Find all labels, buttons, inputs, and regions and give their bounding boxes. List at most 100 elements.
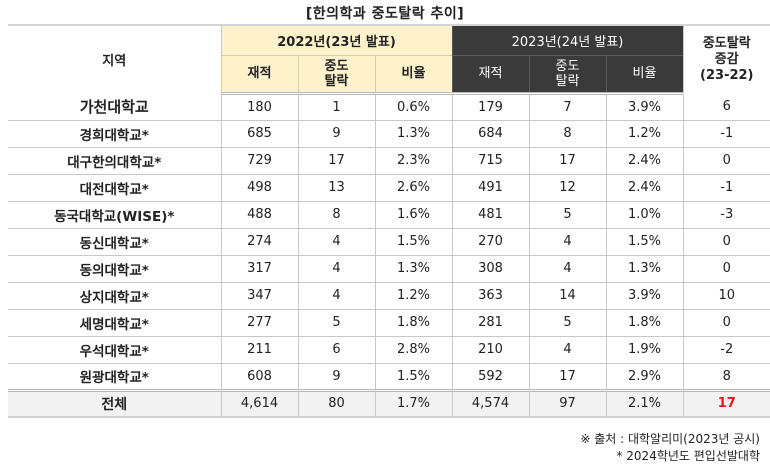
dropout-change-cell: 0 [682,228,770,256]
dropout-change-cell: 10 [682,282,770,310]
dropout-2023-cell: 4 [528,336,606,364]
asterisk-note: * 2024학년도 편입선발대학 [616,449,760,463]
ratio-2022-cell: 0.6% [374,93,452,121]
year-2022-header: 2022년(23년 발표) [220,25,452,55]
enrolled-2023-cell: 210 [451,336,529,364]
dropout-2022-cell: 9 [297,363,375,391]
table-row: 원광대학교* 608 9 1.5% 592 17 2.9% 8 [8,363,770,391]
dropout-2023-cell: 8 [528,120,606,148]
dropout-2023-cell: 4 [528,255,606,283]
total-dropout-change-cell: 17 [682,388,770,418]
ratio-2023-cell: 1.3% [605,255,684,283]
ratio-2023-cell: 1.0% [605,201,684,229]
ratio-2023-cell: 3.9% [605,282,684,310]
school-name: 대전대학교* [8,174,221,202]
school-name: 경희대학교* [8,120,221,148]
table-row: 상지대학교* 347 4 1.2% 363 14 3.9% 10 [8,282,770,310]
dropout-2023-cell: 14 [528,282,606,310]
dropout-2023-cell: 17 [528,363,606,391]
total-ratio-2022-cell: 1.7% [374,388,452,418]
enrolled-2023-cell: 179 [451,93,529,121]
ratio-2023-cell: 1.5% [605,228,684,256]
dropout-2022-header: 중도 탈락 [297,54,375,95]
region-header: 지역 [8,24,221,93]
total-label: 전체 [8,388,221,418]
dropout-trend-table: 지역 2022년(23년 발표) 2023년(24년 발표) 중도탈락 증감 (… [8,24,770,418]
ratio-2022-cell: 1.3% [374,120,452,148]
table-row: 대전대학교* 498 13 2.6% 491 12 2.4% -1 [8,174,770,202]
ratio-2023-cell: 2.4% [605,147,684,175]
ratio-2023-cell: 3.9% [605,93,684,121]
enrolled-2023-cell: 270 [451,228,529,256]
enrolled-2023-cell: 491 [451,174,529,202]
source-note: ※ 출처 : 대학알리미(2023년 공시) [580,432,760,446]
ratio-2022-cell: 1.6% [374,201,452,229]
ratio-2023-cell: 1.2% [605,120,684,148]
ratio-2023-cell: 1.8% [605,309,684,337]
dropout-2022-cell: 4 [297,282,375,310]
dropout-change-cell: -1 [682,174,770,202]
dropout-change-cell: 6 [682,93,770,121]
enrolled-2022-cell: 211 [220,336,298,364]
enrolled-2023-header: 재적 [451,54,529,95]
dropout-2022-cell: 8 [297,201,375,229]
ratio-2022-cell: 2.6% [374,174,452,202]
total-ratio-2023-cell: 2.1% [605,388,684,418]
enrolled-2022-cell: 274 [220,228,298,256]
enrolled-2023-cell: 715 [451,147,529,175]
dropout-2023-cell: 17 [528,147,606,175]
enrolled-2022-cell: 498 [220,174,298,202]
enrolled-2022-cell: 180 [220,93,298,121]
school-name: 원광대학교* [8,363,221,391]
dropout-change-cell: 0 [682,309,770,337]
dropout-change-cell: 0 [682,147,770,175]
table-row: 우석대학교* 211 6 2.8% 210 4 1.9% -2 [8,336,770,364]
school-name: 우석대학교* [8,336,221,364]
ratio-2022-cell: 1.3% [374,255,452,283]
dropout-2023-cell: 12 [528,174,606,202]
school-name: 동신대학교* [8,228,221,256]
table-row: 가천대학교 180 1 0.6% 179 7 3.9% 6 [8,93,770,121]
total-dropout-2023-cell: 97 [528,388,606,418]
ratio-2022-cell: 2.3% [374,147,452,175]
table-row: 동신대학교* 274 4 1.5% 270 4 1.5% 0 [8,228,770,256]
dropout-change-cell: 8 [682,363,770,391]
school-name: 세명대학교* [8,309,221,337]
dropout-2023-header: 중도 탈락 [528,54,606,95]
enrolled-2022-cell: 608 [220,363,298,391]
total-enrolled-2022-cell: 4,614 [220,388,298,418]
school-name: 대구한의대학교* [8,147,221,175]
ratio-2023-cell: 2.9% [605,363,684,391]
table-title: [한의학과 중도탈락 추이] [305,6,465,22]
ratio-2022-cell: 1.5% [374,363,452,391]
enrolled-2022-cell: 347 [220,282,298,310]
ratio-2022-cell: 1.2% [374,282,452,310]
dropout-2023-cell: 7 [528,93,606,121]
dropout-change-cell: -2 [682,336,770,364]
dropout-2022-cell: 4 [297,255,375,283]
enrolled-2022-cell: 488 [220,201,298,229]
ratio-2022-cell: 1.8% [374,309,452,337]
ratio-2023-cell: 1.9% [605,336,684,364]
change-header: 중도탈락 증감 (23-22) [682,24,770,93]
table-row: 세명대학교* 277 5 1.8% 281 5 1.8% 0 [8,309,770,337]
enrolled-2022-cell: 729 [220,147,298,175]
enrolled-2022-cell: 317 [220,255,298,283]
dropout-change-cell: 0 [682,255,770,283]
enrolled-2023-cell: 592 [451,363,529,391]
school-name: 상지대학교* [8,282,221,310]
dropout-2023-cell: 4 [528,228,606,256]
table-row: 동국대학교(WISE)* 488 8 1.6% 481 5 1.0% -3 [8,201,770,229]
dropout-2022-cell: 5 [297,309,375,337]
total-dropout-2022-cell: 80 [297,388,375,418]
table-row: 동의대학교* 317 4 1.3% 308 4 1.3% 0 [8,255,770,283]
enrolled-2022-cell: 685 [220,120,298,148]
total-enrolled-2023-cell: 4,574 [451,388,529,418]
dropout-2022-cell: 1 [297,93,375,121]
school-name: 가천대학교 [8,93,221,121]
enrolled-2023-cell: 481 [451,201,529,229]
ratio-2023-header: 비율 [605,54,684,95]
ratio-2022-cell: 2.8% [374,336,452,364]
enrolled-2022-cell: 277 [220,309,298,337]
school-name: 동의대학교* [8,255,221,283]
